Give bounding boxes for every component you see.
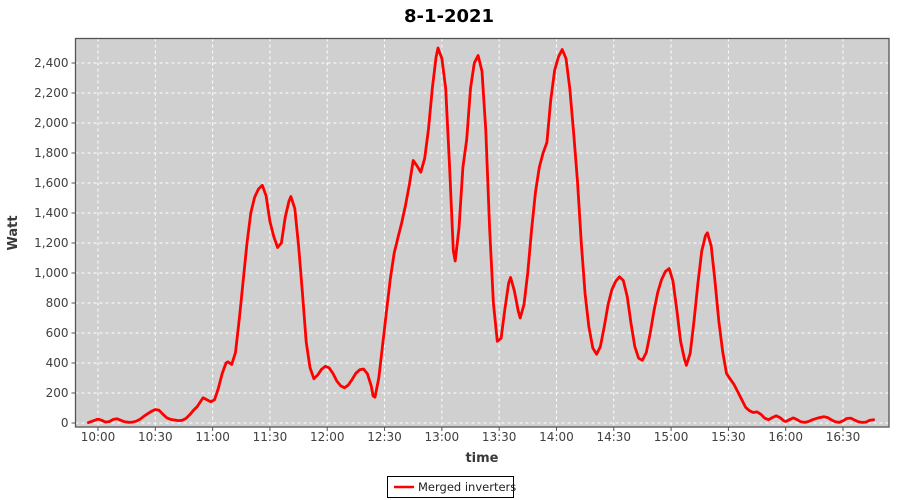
- x-tick-label: 13:00: [425, 430, 460, 444]
- y-tick-label: 1,200: [34, 236, 68, 250]
- x-tick-label: 12:30: [367, 430, 402, 444]
- x-tick-label: 10:00: [81, 430, 116, 444]
- y-tick-label: 400: [46, 356, 69, 370]
- y-tick-labels: 0 200 400 600 800 1,000 1,200 1,400 1,600 1,800 2,…: [34, 56, 68, 430]
- y-tick-label: 600: [46, 326, 69, 340]
- x-tick-label: 14:30: [596, 430, 631, 444]
- plot-border: [74, 37, 890, 428]
- x-tick-label: 11:30: [253, 430, 288, 444]
- y-tick-label: 1,800: [34, 146, 68, 160]
- x-tick-label: 10:30: [138, 430, 173, 444]
- x-tick-label: 15:00: [654, 430, 689, 444]
- series-line-group: [87, 46, 875, 425]
- x-tick-label: 15:30: [711, 430, 746, 444]
- chart-title: 8-1-2021: [404, 6, 494, 27]
- y-tick-label: 800: [46, 296, 69, 310]
- x-tick-label: 12:00: [310, 430, 345, 444]
- y-tick-label: 2,200: [34, 86, 68, 100]
- y-tick-label: 1,600: [34, 176, 68, 190]
- legend-box: [387, 476, 514, 498]
- x-tick-label: 16:30: [826, 430, 861, 444]
- gridlines: [75, 38, 889, 427]
- x-tick-label: 11:00: [195, 430, 230, 444]
- legend: Merged inverters: [387, 476, 516, 498]
- y-tick-label: 1,400: [34, 206, 68, 220]
- y-tick-label: 2,400: [34, 56, 68, 70]
- x-axis-title: time: [465, 451, 498, 466]
- series-line: [87, 46, 875, 425]
- axis-tick-marks: [71, 62, 844, 431]
- x-tick-label: 13:30: [482, 430, 517, 444]
- y-tick-label: 2,000: [34, 116, 68, 130]
- y-axis-title: Watt: [6, 215, 21, 250]
- y-tick-label: 0: [61, 416, 69, 430]
- y-tick-label: 200: [46, 386, 69, 400]
- legend-label: Merged inverters: [418, 480, 516, 494]
- x-tick-label: 14:00: [539, 430, 574, 444]
- plot-area: [75, 38, 889, 427]
- y-tick-label: 1,000: [34, 266, 68, 280]
- x-tick-label: 16:00: [768, 430, 803, 444]
- x-tick-labels: 10:00 10:30 11:00 11:30 12:00 12:30 13:00 13:30…: [81, 430, 861, 444]
